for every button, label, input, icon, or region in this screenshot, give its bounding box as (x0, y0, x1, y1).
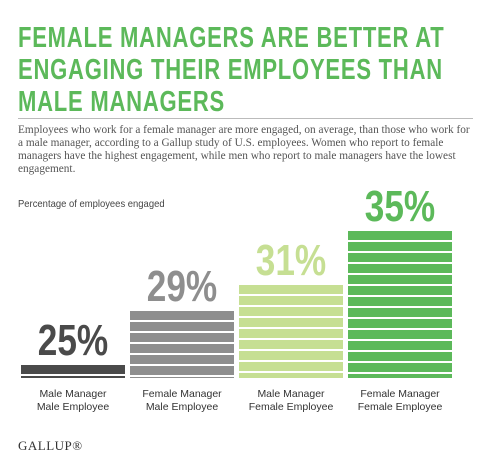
bar (348, 231, 452, 378)
x-tick-label: Female Manager Female Employee (357, 388, 443, 413)
source: GALLUP® (18, 438, 83, 453)
x-tick-label: Male Manager Female Employee (248, 388, 334, 413)
bar (239, 284, 343, 378)
chart-title: FEMALE MANAGERS ARE BETTER AT ENGAGING T… (18, 22, 445, 118)
divider (18, 118, 473, 119)
value-label: 35% (364, 182, 436, 232)
value-label: 25% (37, 315, 109, 365)
subtitle: Employees who work for a female manager … (18, 124, 470, 175)
bar (21, 364, 125, 378)
x-tick-label: Female Manager Male Employee (142, 388, 222, 413)
x-tick-label: Male Manager Male Employee (36, 388, 110, 413)
value-label: 31% (255, 235, 327, 285)
y-axis-label: Percentage of employees engaged (18, 198, 165, 210)
bar (130, 311, 234, 378)
value-label: 29% (146, 262, 218, 312)
